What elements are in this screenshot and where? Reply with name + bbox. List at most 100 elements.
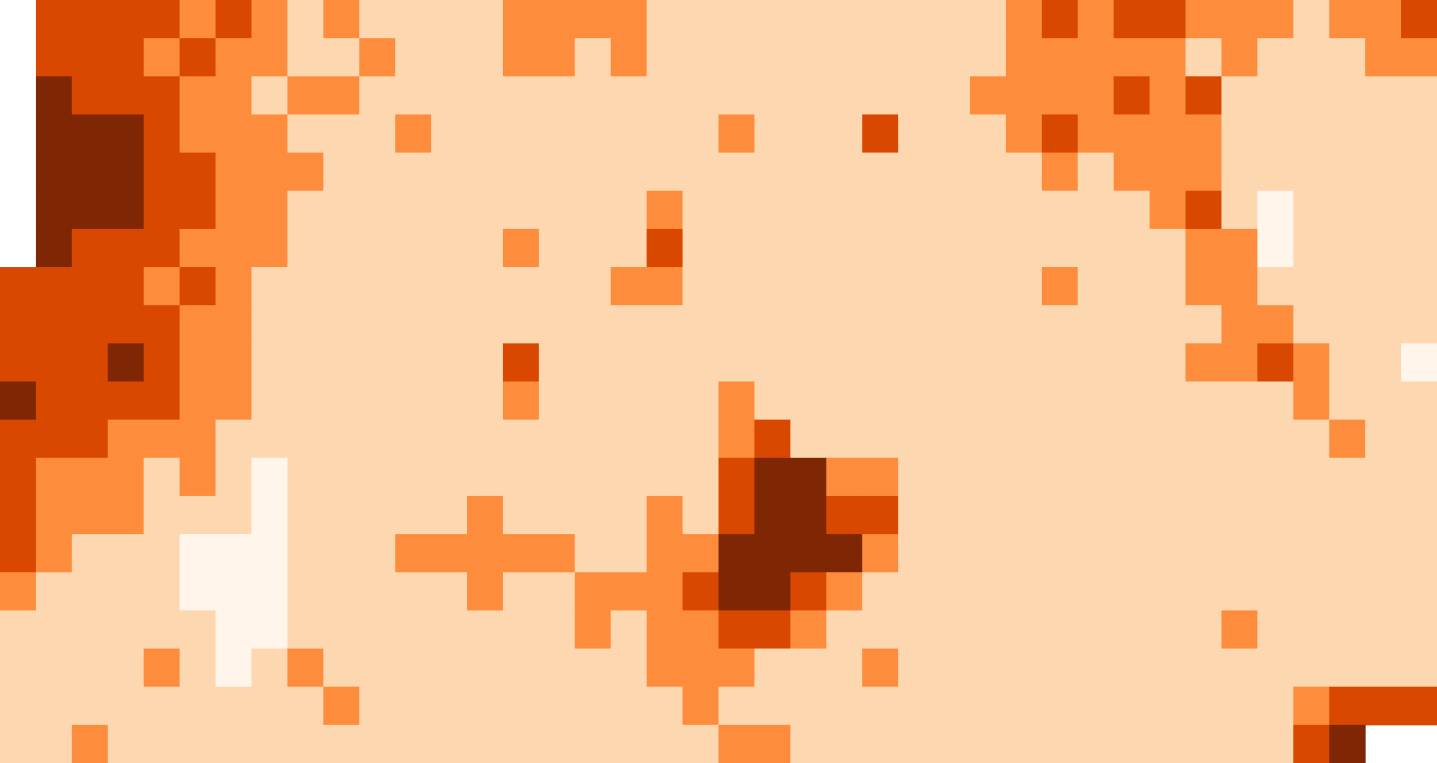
grid-cell	[71, 76, 109, 115]
grid-cell	[610, 610, 648, 650]
grid-cell	[107, 495, 145, 535]
grid-cell	[898, 190, 935, 230]
grid-cell	[538, 457, 576, 497]
grid-cell	[502, 343, 540, 382]
grid-cell	[790, 0, 827, 39]
grid-cell	[1257, 648, 1294, 688]
grid-cell	[1221, 228, 1258, 268]
grid-cell	[682, 305, 719, 344]
grid-cell	[251, 534, 288, 573]
grid-cell	[1257, 724, 1294, 763]
grid-cell	[646, 724, 684, 763]
grid-cell	[502, 572, 540, 611]
grid-cell	[1329, 457, 1366, 497]
grid-cell	[71, 228, 109, 268]
grid-cell	[826, 495, 863, 535]
grid-cell	[502, 381, 540, 421]
grid-cell	[0, 457, 37, 497]
grid-cell	[143, 152, 181, 192]
grid-cell	[538, 267, 576, 306]
grid-cell	[1041, 343, 1079, 382]
grid-cell	[754, 610, 791, 650]
grid-cell	[1185, 648, 1222, 688]
grid-cell	[969, 686, 1007, 726]
grid-cell	[718, 114, 755, 154]
grid-cell	[395, 267, 432, 306]
grid-cell	[646, 686, 684, 726]
grid-cell	[1005, 76, 1043, 115]
grid-cell	[538, 38, 576, 77]
grid-cell	[251, 305, 288, 344]
grid-cell	[35, 343, 73, 382]
grid-cell	[179, 76, 217, 115]
grid-cell	[1041, 38, 1079, 77]
grid-cell	[898, 724, 935, 763]
grid-cell	[1005, 495, 1043, 535]
grid-cell	[71, 610, 109, 650]
grid-cell	[287, 114, 324, 154]
grid-cell	[143, 457, 181, 497]
grid-cell	[682, 534, 719, 573]
grid-cell	[1077, 724, 1115, 763]
grid-cell	[898, 610, 935, 650]
grid-cell	[1293, 267, 1330, 306]
grid-cell	[1293, 648, 1330, 688]
grid-cell	[1221, 305, 1258, 344]
grid-cell	[574, 114, 612, 154]
grid-cell	[574, 228, 612, 268]
grid-cell	[610, 457, 648, 497]
grid-cell	[215, 686, 252, 726]
grid-cell	[682, 610, 719, 650]
grid-cell	[467, 343, 504, 382]
grid-cell	[143, 305, 181, 344]
grid-cell	[323, 267, 360, 306]
grid-cell	[862, 228, 899, 268]
grid-cell	[0, 724, 37, 763]
grid-cell	[862, 724, 899, 763]
grid-cell	[1185, 190, 1222, 230]
grid-cell	[646, 419, 684, 459]
grid-cell	[323, 152, 360, 192]
grid-cell	[107, 724, 145, 763]
grid-cell	[646, 0, 684, 39]
grid-cell	[35, 228, 73, 268]
grid-cell	[215, 724, 252, 763]
grid-cell	[538, 190, 576, 230]
grid-cell	[395, 534, 432, 573]
grid-cell	[1365, 267, 1402, 306]
grid-cell	[1113, 228, 1151, 268]
grid-cell	[826, 572, 863, 611]
grid-cell	[251, 114, 288, 154]
grid-cell	[215, 267, 252, 306]
grid-cell	[1005, 267, 1043, 306]
grid-cell	[1257, 610, 1294, 650]
grid-cell	[1005, 114, 1043, 154]
grid-cell	[215, 381, 252, 421]
grid-cell	[718, 190, 755, 230]
grid-cell	[1329, 114, 1366, 154]
grid-cell	[969, 572, 1007, 611]
grid-cell	[71, 572, 109, 611]
grid-cell	[323, 305, 360, 344]
grid-cell	[0, 495, 37, 535]
grid-cell	[323, 648, 360, 688]
grid-cell	[287, 38, 324, 77]
grid-cell	[1041, 419, 1079, 459]
grid-cell	[251, 0, 288, 39]
grid-cell	[107, 419, 145, 459]
grid-cell	[502, 228, 540, 268]
grid-cell	[1365, 457, 1402, 497]
grid-cell	[898, 648, 935, 688]
grid-cell	[1077, 381, 1115, 421]
grid-cell	[610, 305, 648, 344]
grid-cell	[107, 267, 145, 306]
grid-cell	[359, 534, 396, 573]
grid-cell	[1365, 495, 1402, 535]
grid-cell	[323, 610, 360, 650]
grid-cell	[215, 495, 252, 535]
grid-cell	[1329, 572, 1366, 611]
grid-cell	[682, 686, 719, 726]
grid-cell	[287, 228, 324, 268]
grid-cell	[431, 0, 468, 39]
grid-cell	[431, 534, 468, 573]
